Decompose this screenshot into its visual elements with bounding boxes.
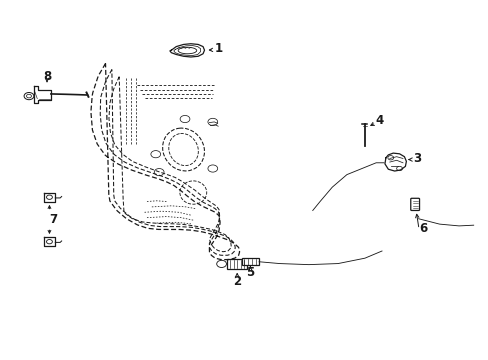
Text: 2: 2: [233, 275, 241, 288]
Text: 4: 4: [375, 114, 384, 127]
FancyBboxPatch shape: [241, 258, 259, 265]
Polygon shape: [169, 44, 204, 57]
Polygon shape: [43, 237, 55, 246]
Text: 7: 7: [49, 213, 57, 226]
Polygon shape: [34, 86, 51, 103]
Text: 3: 3: [413, 152, 421, 165]
Text: 6: 6: [418, 222, 426, 235]
Polygon shape: [43, 193, 55, 202]
Polygon shape: [384, 153, 406, 171]
FancyBboxPatch shape: [227, 259, 246, 269]
Text: 5: 5: [246, 266, 254, 279]
Text: 1: 1: [215, 41, 223, 54]
Text: 8: 8: [43, 69, 51, 82]
FancyBboxPatch shape: [410, 198, 419, 211]
